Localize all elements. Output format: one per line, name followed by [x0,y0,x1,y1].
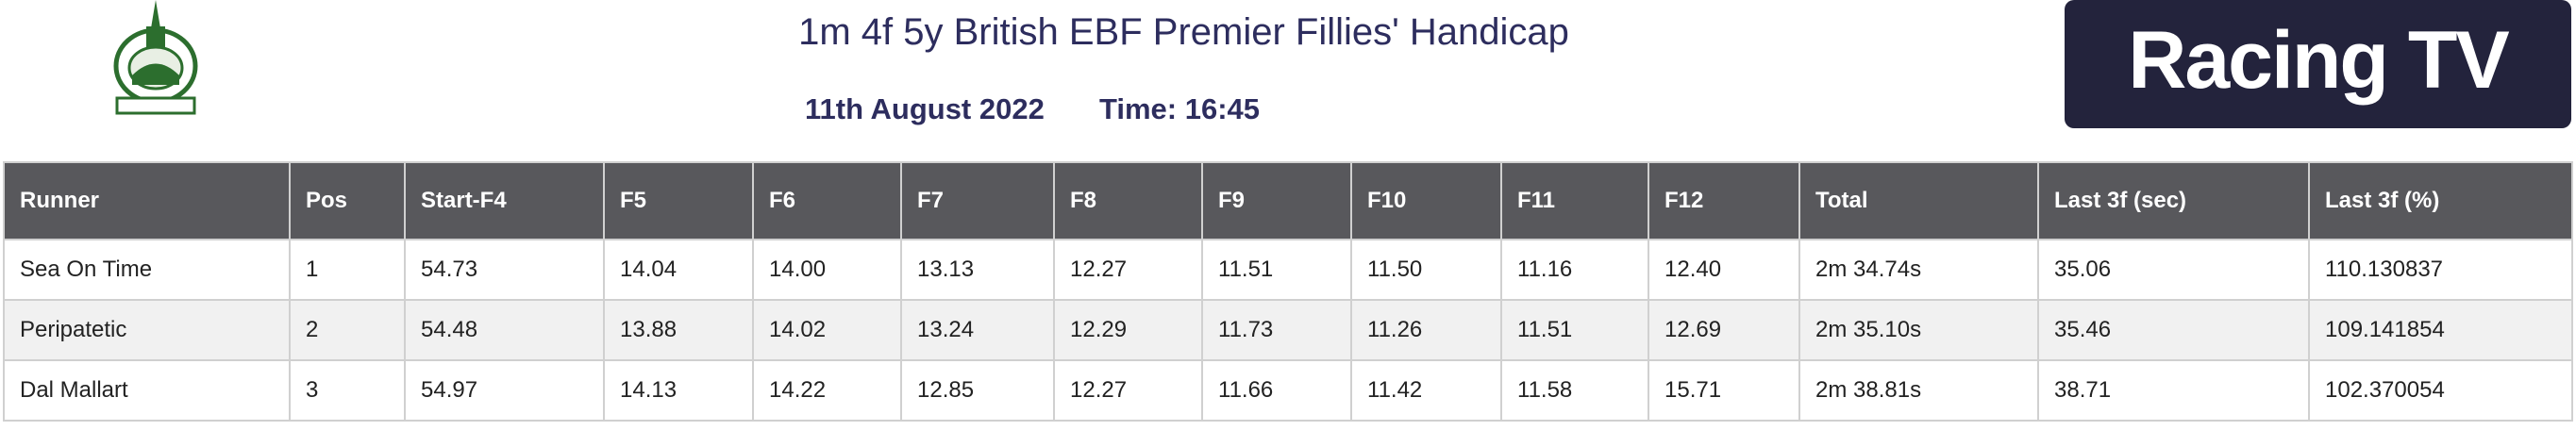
table-cell: 15.71 [1648,359,1800,422]
race-title: 1m 4f 5y British EBF Premier Fillies' Ha… [798,11,1569,53]
table-cell: Sea On Time [3,239,291,301]
table-cell: 110.130837 [2308,239,2573,301]
header-row: Runner Pos Start-F4 F5 F6 F7 F8 F9 F10 F11 F12 Tota… [3,161,2573,240]
crest-logo [113,0,198,115]
column-header: F9 [1201,161,1352,240]
table-cell: 2m 35.10s [1798,299,2039,361]
table-cell: 11.26 [1350,299,1502,361]
column-header: Total [1798,161,2039,240]
table-cell: 2 [289,299,406,361]
table-cell: 109.141854 [2308,299,2573,361]
table-cell: 11.51 [1500,299,1649,361]
table-body: Sea On Time 1 54.73 14.04 14.00 13.13 12.27 11.… [3,239,2573,422]
column-header: F12 [1648,161,1800,240]
brand-logo: Racing TV [2065,0,2571,128]
column-header: F8 [1053,161,1203,240]
table-cell: 54.97 [404,359,605,422]
table-cell: 2m 38.81s [1798,359,2039,422]
table-cell: 13.88 [603,299,754,361]
column-header: F5 [603,161,754,240]
table-cell: 12.29 [1053,299,1203,361]
table-cell: 12.40 [1648,239,1800,301]
table-cell: 1 [289,239,406,301]
table-cell: 11.50 [1350,239,1502,301]
table-cell: 11.16 [1500,239,1649,301]
race-time: Time: 16:45 [1099,92,1261,125]
table-cell: 12.69 [1648,299,1800,361]
table-cell: 54.73 [404,239,605,301]
table-cell: Dal Mallart [3,359,291,422]
table-cell: 38.71 [2037,359,2310,422]
table-cell: 11.73 [1201,299,1352,361]
table-cell: 11.58 [1500,359,1649,422]
table-cell: 14.04 [603,239,754,301]
table-cell: 13.13 [900,239,1055,301]
column-header: F10 [1350,161,1502,240]
race-date: 11th August 2022 [805,92,1045,125]
column-header: Last 3f (%) [2308,161,2573,240]
table-cell: Peripatetic [3,299,291,361]
table-cell: 35.06 [2037,239,2310,301]
table-cell: 13.24 [900,299,1055,361]
table-row: Sea On Time 1 54.73 14.04 14.00 13.13 12.27 11.… [3,239,2573,301]
table-cell: 12.27 [1053,359,1203,422]
table-cell: 12.85 [900,359,1055,422]
table-row: Peripatetic 2 54.48 13.88 14.02 13.24 12.29 11.… [3,299,2573,361]
column-header: Runner [3,161,291,240]
table-cell: 12.27 [1053,239,1203,301]
table-cell: 54.48 [404,299,605,361]
table-cell: 14.02 [752,299,902,361]
table-cell: 3 [289,359,406,422]
table-cell: 102.370054 [2308,359,2573,422]
table-row: Dal Mallart 3 54.97 14.13 14.22 12.85 12.27 11.… [3,359,2573,422]
table-cell: 14.13 [603,359,754,422]
column-header: F7 [900,161,1055,240]
table-cell: 14.22 [752,359,902,422]
table-cell: 14.00 [752,239,902,301]
column-header: Last 3f (sec) [2037,161,2310,240]
table-cell: 11.51 [1201,239,1352,301]
table-cell: 35.46 [2037,299,2310,361]
table-cell: 11.66 [1201,359,1352,422]
column-header: F6 [752,161,902,240]
results-table: Runner Pos Start-F4 F5 F6 F7 F8 F9 F10 F11 F12 Tota… [3,161,2573,422]
table-cell: 2m 34.74s [1798,239,2039,301]
column-header: Pos [289,161,406,240]
table-cell: 11.42 [1350,359,1502,422]
column-header: F11 [1500,161,1649,240]
column-header: Start-F4 [404,161,605,240]
